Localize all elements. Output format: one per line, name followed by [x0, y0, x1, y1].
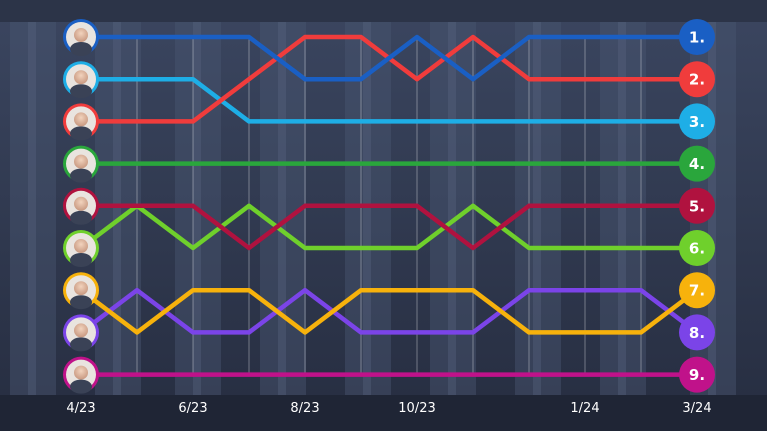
avatar-shoulders — [70, 168, 92, 183]
avatars — [63, 19, 99, 394]
series-line — [78, 203, 700, 251]
x-tick-label: 8/23 — [290, 401, 319, 416]
rank-label: 4. — [689, 155, 705, 173]
column-highlight — [113, 22, 121, 395]
cornice — [0, 0, 767, 22]
avatar-shoulders — [70, 210, 92, 225]
avatar — [63, 356, 99, 394]
rank-badge: 9. — [679, 356, 715, 393]
column-highlight — [278, 22, 286, 395]
avatar-face — [74, 281, 88, 296]
series-line — [78, 287, 700, 335]
avatar-shoulders — [70, 126, 92, 141]
avatar-face — [74, 112, 88, 127]
x-tick-label: 10/23 — [398, 401, 435, 416]
avatar — [63, 314, 99, 352]
rank-label: 5. — [689, 197, 705, 215]
avatar — [63, 19, 99, 56]
rank-circle — [679, 230, 715, 266]
series-line — [78, 287, 700, 335]
x-tick-label: 4/23 — [66, 401, 95, 416]
rank-circle — [679, 272, 715, 309]
x-tick-label: 6/23 — [178, 401, 207, 416]
rank-label: 8. — [689, 324, 705, 342]
avatar-face — [74, 365, 88, 380]
x-axis-ticks: 4/23 6/23 8/23 10/23 1/24 3/24 — [66, 401, 711, 416]
avatar-face — [74, 70, 88, 85]
avatar-face — [74, 154, 88, 169]
column-highlight — [618, 22, 626, 395]
avatar-face — [74, 323, 88, 338]
series-line — [78, 203, 700, 251]
column-shape — [10, 22, 56, 395]
rank-badges: 1. 2. 3. 4. 5. 6. 7. 8. 9. — [679, 19, 715, 393]
rank-label: 3. — [689, 113, 705, 131]
avatar — [63, 103, 99, 141]
rank-badge: 5. — [679, 187, 715, 224]
avatar — [63, 61, 99, 99]
avatar — [63, 272, 99, 310]
rank-label: 2. — [689, 71, 705, 89]
rank-badge: 7. — [679, 272, 715, 309]
series-line — [78, 76, 700, 124]
avatar — [63, 187, 99, 225]
avatar-shoulders — [70, 337, 92, 352]
rank-circle — [679, 187, 715, 224]
avatar-face — [74, 28, 88, 42]
rank-badge: 3. — [679, 103, 715, 140]
avatar — [63, 145, 99, 183]
rank-circle — [679, 61, 715, 98]
rank-label: 1. — [689, 29, 705, 47]
column-highlight — [363, 22, 371, 395]
column-highlight — [28, 22, 36, 395]
rank-label: 9. — [689, 366, 705, 384]
rank-circle — [679, 356, 715, 393]
rank-badge: 4. — [679, 145, 715, 182]
rank-circle — [679, 19, 715, 55]
rank-circle — [679, 145, 715, 182]
rank-badge: 8. — [679, 314, 715, 351]
series-line — [78, 34, 700, 82]
avatar-shoulders — [70, 84, 92, 99]
avatar-face — [74, 196, 88, 211]
steps — [0, 395, 767, 431]
column-highlight — [448, 22, 456, 395]
rank-badge: 6. — [679, 230, 715, 266]
avatar-shoulders — [70, 253, 92, 267]
avatar-shoulders — [70, 295, 92, 310]
rank-label: 7. — [689, 282, 705, 300]
avatar-face — [74, 239, 88, 253]
x-tick-label: 1/24 — [570, 401, 599, 416]
rank-circle — [679, 314, 715, 351]
avatar-shoulders — [70, 42, 92, 56]
rank-badge: 2. — [679, 61, 715, 98]
series-lines — [78, 34, 700, 377]
rank-circle — [679, 103, 715, 140]
column-highlight — [533, 22, 541, 395]
rank-badge: 1. — [679, 19, 715, 55]
rank-label: 6. — [689, 240, 705, 258]
x-tick-label: 3/24 — [682, 401, 711, 416]
avatar — [63, 230, 99, 267]
avatar-shoulders — [70, 379, 92, 394]
